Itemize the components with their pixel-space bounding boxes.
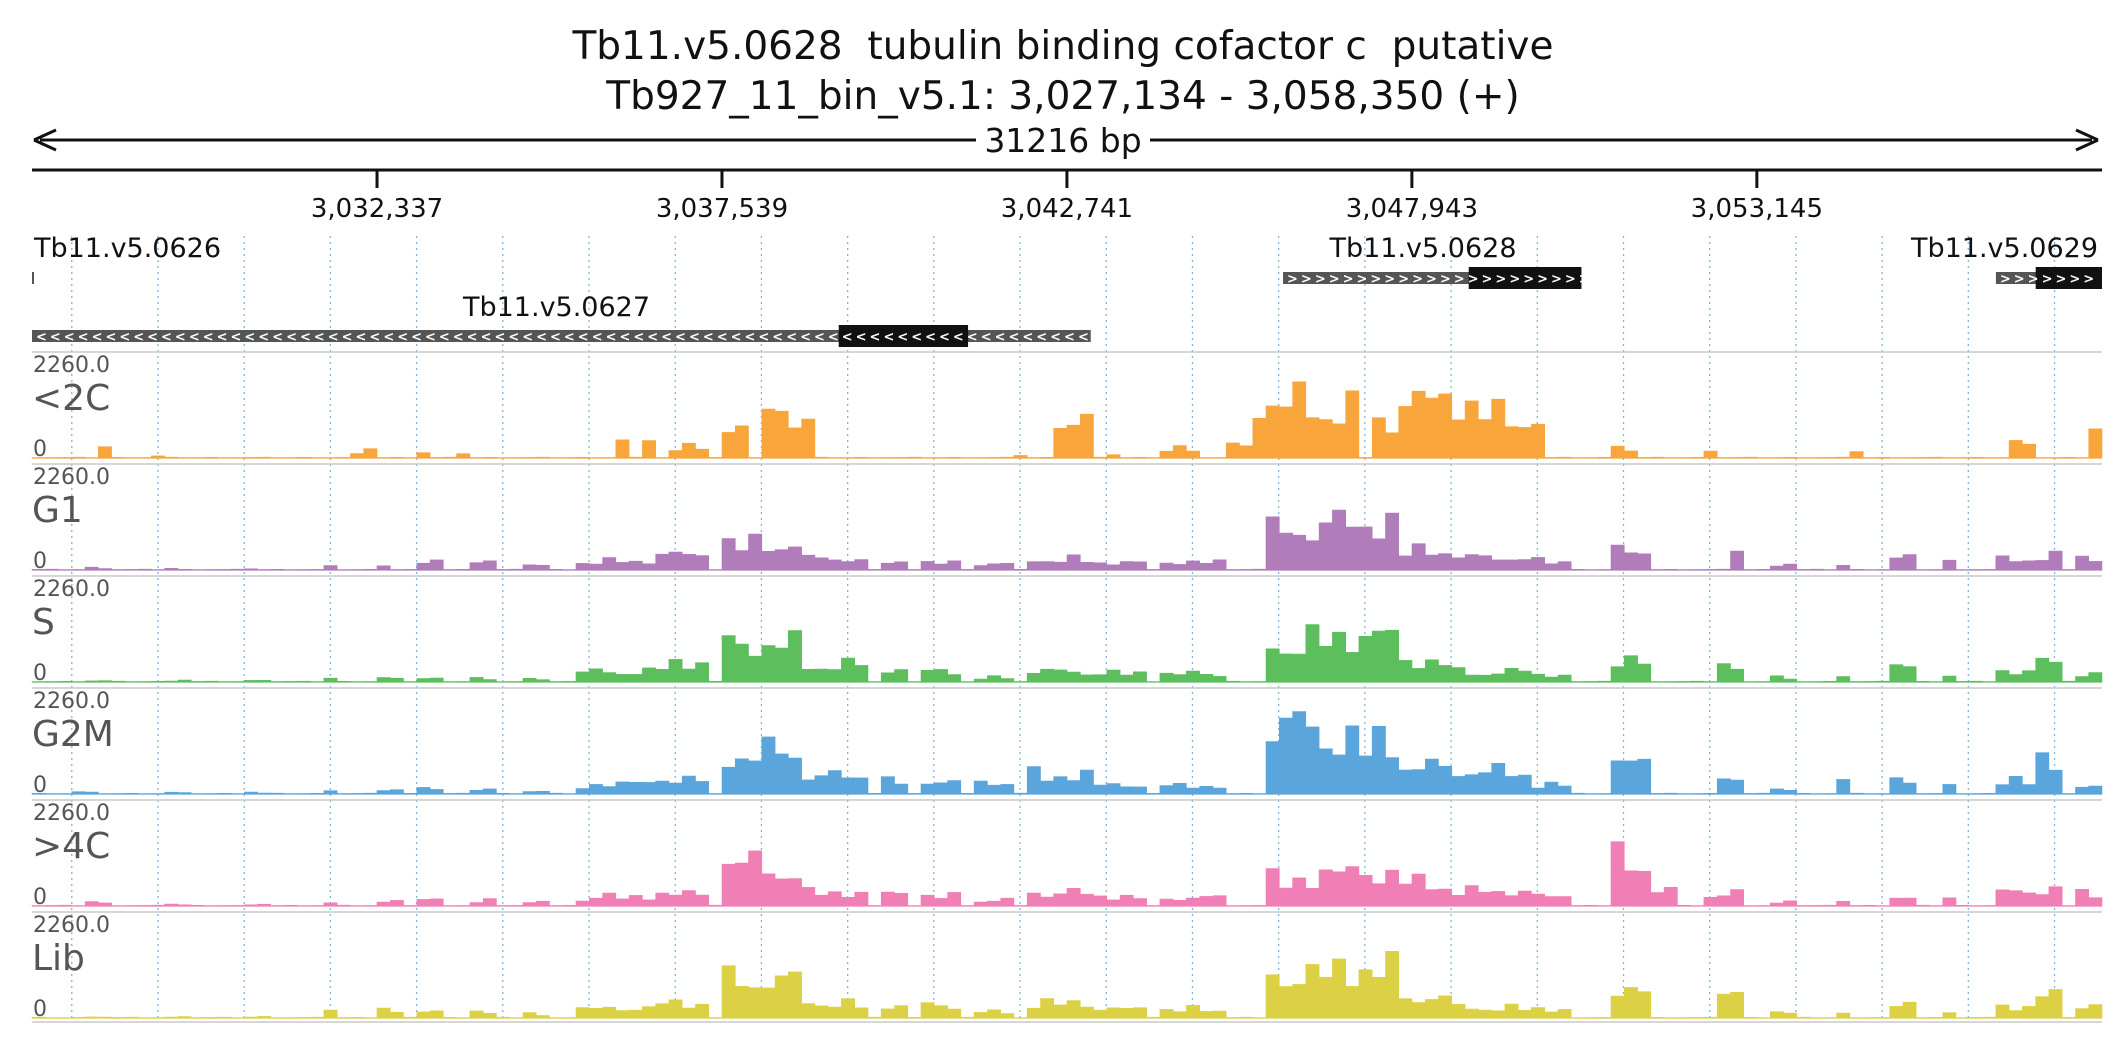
track-4c: 2260.0>4C 0 [31,799,2103,910]
gene-cds [2035,267,2102,289]
track-ymax-label: 2260.0 [33,353,110,378]
track-g1: 2260.0G1 0 [31,463,2103,574]
gene-Tb11-v5-0628: Tb11.v5.0628 >>>>>>>>>>>>>>>>>>>>>> [1283,233,1593,289]
axis-tick-label: 3,042,741 [1001,194,1133,224]
coverage-area [31,951,2103,1019]
gene-Tb11-v5-0629: Tb11.v5.0629 >>>>>>> [1910,233,2102,289]
chart-title: Tb11.v5.0628 tubulin binding cofactor c … [0,22,2126,122]
strand-arrows: <<<<<<<<<<<<<<<<<<<<<<<<<<<<<<<<<<<<<<<<… [36,330,1147,345]
track-name: S [32,602,55,643]
gene-backbone [32,330,1091,342]
coverage-area [31,841,2103,907]
track-ymax-label: 2260.0 [33,577,110,602]
track-ymin-label: 0 [33,549,47,574]
track-ymin-label: 0 [33,661,47,686]
track-name: Lib [32,938,85,979]
coverage-area [31,711,2103,795]
track-ymax-label: 2260.0 [33,689,110,714]
strand-arrows: >>>>>>> [2000,272,2097,287]
gene-Tb11-v5-0627: Tb11.v5.0627 <<<<<<<<<<<<<<<<<<<<<<<<<<<<… [32,292,1147,347]
axis-tick-label: 3,032,337 [311,194,443,224]
track-ymax-label: 2260.0 [33,465,110,490]
track-name: G1 [32,490,83,531]
track-name: <2C [32,378,110,419]
axis-tick-label: 3,037,539 [656,194,788,224]
gene-cds [1468,267,1582,289]
track-name: G2M [32,714,114,755]
axis-tick-label: 3,047,943 [1346,194,1478,224]
gene-backbone [32,272,34,284]
track-s: 2260.0S 0 [31,575,2103,686]
span-arrow-left [33,128,57,152]
track-name: >4C [32,826,110,867]
coverage-area [31,381,2103,459]
gene-label: Tb11.v5.0629 [1910,233,2098,264]
coverage-area [31,509,2103,571]
title-gene: Tb11.v5.0628 tubulin binding cofactor c … [572,24,1554,69]
gene-label: Tb11.v5.0626 [33,233,221,264]
track-ymin-label: 0 [33,885,47,910]
track-ymin-label: 0 [33,773,47,798]
span-label: 31216 bp [984,121,1141,160]
gene-label: Tb11.v5.0628 [1328,233,1516,264]
gene-cds [838,325,969,347]
gene-Tb11-v5-0626: Tb11.v5.0626 [32,233,221,284]
track-ymin-label: 0 [33,437,47,462]
gene-label: Tb11.v5.0627 [462,292,650,323]
track-ymax-label: 2260.0 [33,801,110,826]
coverage-area [31,624,2103,683]
track-ymin-label: 0 [33,997,47,1022]
track-ymax-label: 2260.0 [33,913,110,938]
strand-arrows: >>>>>>>>>>>>>>>>>>>>>> [1287,272,1593,287]
span-arrow-right [2075,128,2099,152]
axis-tick-label: 3,053,145 [1691,194,1823,224]
track-2c: 2260.0<2C 0 [31,351,2103,462]
title-locus: Tb927_11_bin_v5.1: 3,027,134 - 3,058,350… [606,74,1520,119]
